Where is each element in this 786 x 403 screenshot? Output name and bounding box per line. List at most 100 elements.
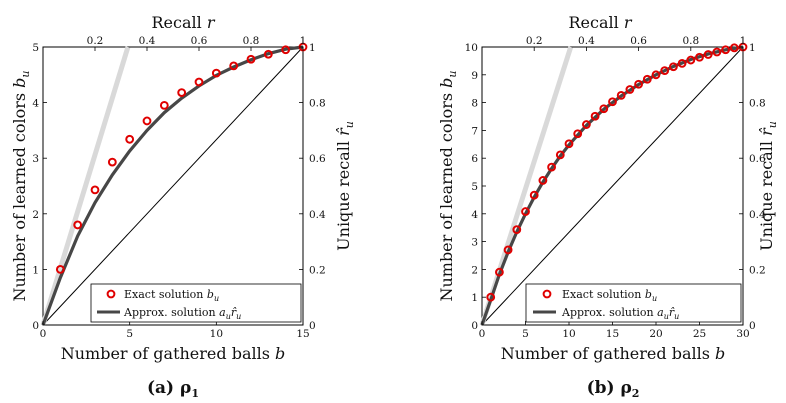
xlabel-b: Number of gathered balls b — [501, 344, 726, 363]
top-tick-label: 0.2 — [526, 35, 543, 47]
y-tick-label: 0 — [471, 320, 478, 332]
top-tick-label: 0.4 — [139, 35, 156, 47]
x-tick-label: 15 — [296, 328, 309, 340]
x-tick-label: 15 — [606, 328, 619, 340]
right-tick-label: 0.4 — [749, 209, 766, 221]
legend-a: Exact solution bu Approx. solution aur̂u — [90, 283, 302, 323]
y-tick-label: 6 — [471, 153, 478, 165]
y-tick-label: 1 — [471, 292, 478, 304]
exact-solution-marker — [729, 43, 739, 53]
x-tick-label: 10 — [562, 328, 575, 340]
ylabel-a: Number of learned colors bu — [10, 70, 32, 301]
exact-solution-marker — [608, 97, 617, 107]
top-xlabel-b: Recall r — [569, 13, 633, 32]
y-tick-label: 4 — [471, 209, 478, 221]
legend-b-box — [525, 283, 742, 323]
right-ylabel-b: Unique recall r̂u — [757, 121, 779, 251]
right-tick-label: 0.6 — [309, 153, 326, 165]
x-tick-label: 25 — [693, 328, 706, 340]
exact-solution-marker — [582, 120, 591, 129]
y-tick-label: 0 — [32, 320, 39, 332]
exact-solution-marker — [634, 79, 643, 89]
top-tick-label: 1 — [740, 35, 747, 47]
exact-solution-marker — [677, 59, 687, 68]
exact-solution-marker — [194, 77, 204, 87]
exact-solution-marker — [125, 134, 135, 144]
exact-solution-marker — [142, 116, 152, 126]
exact-solution-marker — [590, 111, 600, 121]
top-tick-label: 0.8 — [243, 35, 260, 47]
legend-b-approx-label: Approx. solution aur̂u — [561, 306, 679, 321]
plot-a-marks — [40, 42, 308, 326]
exact-solution-marker — [107, 157, 117, 167]
exact-solution-marker — [263, 49, 273, 59]
top-tick-label: 0.6 — [191, 35, 208, 47]
exact-solution-marker — [695, 52, 704, 62]
y-tick-label: 9 — [471, 70, 478, 82]
exact-solution-marker — [55, 265, 65, 274]
diagonal-line — [42, 46, 304, 326]
right-tick-label: 0.2 — [749, 264, 766, 276]
y-tick-label: 5 — [471, 181, 478, 193]
exact-solution-marker — [712, 47, 722, 57]
top-xlabel-a: Recall r — [152, 13, 216, 32]
y-tick-label: 10 — [465, 42, 478, 54]
diagonal-line — [481, 46, 744, 326]
exact-solution-marker — [660, 66, 670, 76]
exact-solution-marker — [538, 176, 548, 185]
x-tick-label: 5 — [126, 328, 133, 340]
y-tick-label: 3 — [32, 153, 39, 165]
exact-solution-marker — [281, 45, 291, 55]
exact-solution-marker — [229, 61, 239, 71]
exact-solution-marker — [547, 162, 556, 172]
xlabel-a: Number of gathered balls b — [61, 344, 286, 363]
y-tick-label: 7 — [471, 125, 478, 137]
legend-a-box — [90, 283, 302, 323]
exact-solution-marker — [651, 70, 661, 80]
x-tick-label: 10 — [210, 328, 223, 340]
legend-a-exact-label: Exact solution bu — [124, 288, 219, 303]
exact-solution-marker — [573, 129, 583, 139]
exact-solution-marker — [177, 88, 187, 97]
top-tick-label: 0.8 — [682, 35, 699, 47]
top-tick-label: 1 — [300, 35, 307, 47]
caption-a: (a) ρ1 — [147, 378, 199, 400]
exact-solution-marker — [246, 54, 256, 64]
right-tick-label: 0.8 — [309, 98, 326, 110]
x-tick-label: 30 — [736, 328, 749, 340]
x-tick-label: 5 — [522, 328, 529, 340]
exact-solution-marker — [564, 139, 574, 149]
x-tick-label: 0 — [40, 328, 47, 340]
y-tick-label: 8 — [471, 98, 478, 110]
right-tick-label: 0.4 — [309, 209, 326, 221]
ylabel-b: Number of learned colors bu — [437, 70, 459, 301]
legend-b-exact-marker — [542, 289, 552, 299]
y-tick-label: 2 — [471, 264, 478, 276]
y-tick-label: 3 — [471, 237, 478, 249]
exact-solution-marker — [495, 267, 504, 277]
right-tick-label: 0.6 — [749, 153, 766, 165]
exact-solution-marker — [486, 292, 496, 302]
right-tick-label: 1 — [749, 42, 756, 54]
exact-solution-marker — [625, 85, 635, 94]
right-tick-label: 0 — [309, 320, 316, 332]
x-tick-label: 20 — [649, 328, 662, 340]
right-tick-label: 0 — [749, 320, 756, 332]
y-tick-label: 5 — [32, 42, 39, 54]
exact-solution-marker — [642, 74, 652, 84]
right-tick-label: 0.8 — [749, 98, 766, 110]
legend-a-exact-marker — [106, 289, 116, 299]
exact-solution-marker — [521, 207, 530, 216]
right-tick-label: 0.2 — [309, 264, 326, 276]
caption-b: (b) ρ2 — [587, 378, 640, 400]
plot-b-marks — [479, 42, 748, 326]
exact-solution-marker — [90, 185, 100, 195]
legend-b-exact-label: Exact solution bu — [562, 288, 657, 303]
exact-solution-marker — [669, 62, 678, 72]
plot-a-frame — [42, 46, 304, 326]
exact-solution-marker — [555, 150, 565, 160]
exact-solution-marker — [73, 220, 83, 230]
